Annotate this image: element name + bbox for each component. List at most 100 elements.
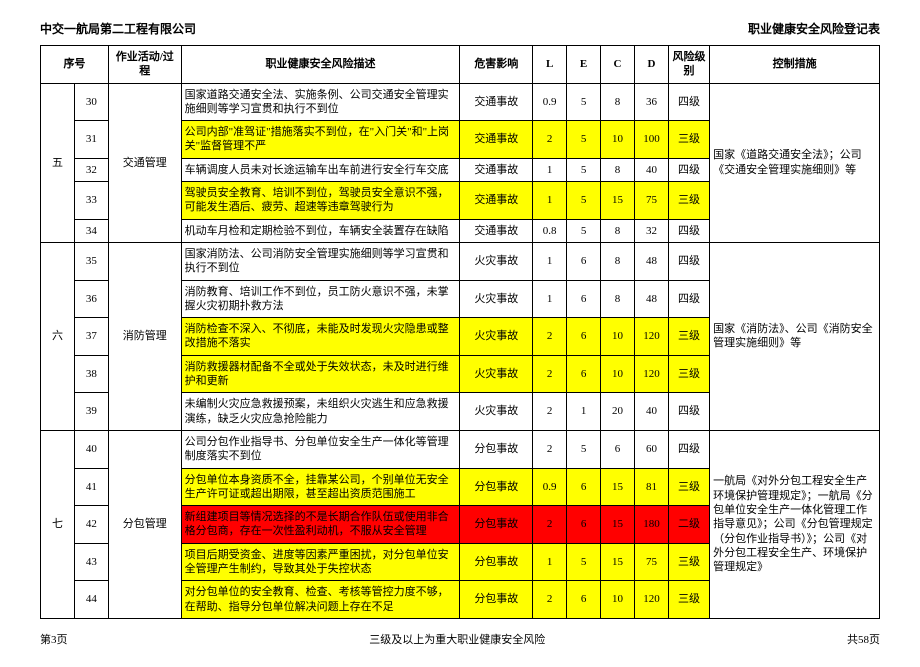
cell-impact: 分包事故 — [460, 506, 533, 544]
cell-E: 6 — [567, 242, 601, 280]
cell-D: 40 — [635, 158, 669, 181]
cell-C: 10 — [601, 581, 635, 619]
cell-D: 120 — [635, 581, 669, 619]
cell-desc: 公司分包作业指导书、分包单位安全生产一体化等管理制度落实不到位 — [181, 430, 460, 468]
risk-table: 序号 作业活动/过程 职业健康安全风险描述 危害影响 L E C D 风险级别 … — [40, 45, 880, 619]
cell-D: 40 — [635, 393, 669, 431]
cell-L: 2 — [533, 318, 567, 356]
footer-center: 三级及以上为重大职业健康安全风险 — [68, 631, 848, 647]
cell-desc: 未编制火灾应急救援预案，未组织火灾逃生和应急救援演练，缺乏火灾应急抢险能力 — [181, 393, 460, 431]
col-L: L — [533, 46, 567, 84]
cell-D: 36 — [635, 83, 669, 121]
group-seq: 五 — [41, 83, 75, 242]
cell-E: 6 — [567, 318, 601, 356]
row-num: 38 — [74, 355, 108, 393]
cell-impact: 火灾事故 — [460, 280, 533, 318]
cell-impact: 分包事故 — [460, 430, 533, 468]
cell-D: 120 — [635, 355, 669, 393]
footer-right: 共58页 — [847, 631, 880, 647]
cell-desc: 驾驶员安全教育、培训不到位，驾驶员安全意识不强，可能发生酒后、疲劳、超速等违章驾… — [181, 182, 460, 220]
row-num: 31 — [74, 121, 108, 159]
cell-L: 1 — [533, 182, 567, 220]
cell-C: 10 — [601, 121, 635, 159]
row-num: 36 — [74, 280, 108, 318]
cell-L: 1 — [533, 280, 567, 318]
cell-impact: 交通事故 — [460, 121, 533, 159]
cell-D: 48 — [635, 280, 669, 318]
cell-D: 60 — [635, 430, 669, 468]
cell-level: 四级 — [668, 83, 709, 121]
cell-level: 四级 — [668, 280, 709, 318]
cell-desc: 车辆调度人员未对长途运输车出车前进行安全行车交底 — [181, 158, 460, 181]
table-row: 七40分包管理公司分包作业指导书、分包单位安全生产一体化等管理制度落实不到位分包… — [41, 430, 880, 468]
activity: 消防管理 — [108, 242, 181, 430]
row-num: 39 — [74, 393, 108, 431]
cell-C: 15 — [601, 506, 635, 544]
cell-C: 6 — [601, 430, 635, 468]
header-right: 职业健康安全风险登记表 — [748, 20, 880, 37]
cell-impact: 交通事故 — [460, 158, 533, 181]
cell-level: 三级 — [668, 318, 709, 356]
col-E: E — [567, 46, 601, 84]
col-D: D — [635, 46, 669, 84]
cell-E: 6 — [567, 468, 601, 506]
cell-D: 75 — [635, 543, 669, 581]
cell-E: 1 — [567, 393, 601, 431]
cell-level: 四级 — [668, 430, 709, 468]
activity: 交通管理 — [108, 83, 181, 242]
row-num: 44 — [74, 581, 108, 619]
cell-L: 2 — [533, 581, 567, 619]
row-num: 43 — [74, 543, 108, 581]
cell-C: 15 — [601, 468, 635, 506]
cell-L: 0.8 — [533, 219, 567, 242]
cell-level: 二级 — [668, 506, 709, 544]
cell-D: 75 — [635, 182, 669, 220]
cell-L: 2 — [533, 430, 567, 468]
cell-C: 8 — [601, 219, 635, 242]
cell-level: 四级 — [668, 158, 709, 181]
cell-C: 8 — [601, 242, 635, 280]
cell-D: 180 — [635, 506, 669, 544]
header-row: 序号 作业活动/过程 职业健康安全风险描述 危害影响 L E C D 风险级别 … — [41, 46, 880, 84]
cell-L: 2 — [533, 393, 567, 431]
cell-desc: 消防救援器材配备不全或处于失效状态，未及时进行维护和更新 — [181, 355, 460, 393]
cell-D: 48 — [635, 242, 669, 280]
cell-E: 5 — [567, 430, 601, 468]
cell-level: 四级 — [668, 242, 709, 280]
cell-D: 100 — [635, 121, 669, 159]
cell-D: 32 — [635, 219, 669, 242]
cell-E: 6 — [567, 280, 601, 318]
cell-level: 三级 — [668, 543, 709, 581]
row-num: 30 — [74, 83, 108, 121]
cell-level: 三级 — [668, 182, 709, 220]
cell-D: 120 — [635, 318, 669, 356]
cell-impact: 分包事故 — [460, 468, 533, 506]
cell-level: 四级 — [668, 219, 709, 242]
group-seq: 六 — [41, 242, 75, 430]
group-seq: 七 — [41, 430, 75, 618]
cell-desc: 公司内部"准驾证"措施落实不到位，在"入门关"和"上岗关"监督管理不严 — [181, 121, 460, 159]
col-level: 风险级别 — [668, 46, 709, 84]
cell-impact: 火灾事故 — [460, 242, 533, 280]
cell-level: 三级 — [668, 468, 709, 506]
cell-desc: 新组建项目等情况选择的不是长期合作队伍或使用非合格分包商，存在一次性盈利动机，不… — [181, 506, 460, 544]
cell-desc: 消防检查不深入、不彻底，未能及时发现火灾隐患或整改措施不落实 — [181, 318, 460, 356]
cell-desc: 机动车月检和定期检验不到位，车辆安全装置存在缺陷 — [181, 219, 460, 242]
row-num: 33 — [74, 182, 108, 220]
cell-impact: 交通事故 — [460, 219, 533, 242]
cell-C: 15 — [601, 182, 635, 220]
row-num: 35 — [74, 242, 108, 280]
table-row: 五30交通管理国家道路交通安全法、实施条例、公司交通安全管理实施细则等学习宣贯和… — [41, 83, 880, 121]
table-row: 六35消防管理国家消防法、公司消防安全管理实施细则等学习宣贯和执行不到位火灾事故… — [41, 242, 880, 280]
cell-C: 8 — [601, 158, 635, 181]
control-measures: 一航局《对外分包工程安全生产环境保护管理规定》；一航局《分包单位安全生产一体化管… — [710, 430, 880, 618]
cell-impact: 交通事故 — [460, 182, 533, 220]
cell-level: 三级 — [668, 121, 709, 159]
cell-impact: 火灾事故 — [460, 393, 533, 431]
cell-desc: 国家道路交通安全法、实施条例、公司交通安全管理实施细则等学习宣贯和执行不到位 — [181, 83, 460, 121]
cell-desc: 国家消防法、公司消防安全管理实施细则等学习宣贯和执行不到位 — [181, 242, 460, 280]
header-left: 中交一航局第二工程有限公司 — [40, 20, 196, 37]
row-num: 37 — [74, 318, 108, 356]
cell-desc: 分包单位本身资质不全，挂靠某公司，个别单位无安全生产许可证或超出期限，甚至超出资… — [181, 468, 460, 506]
cell-impact: 交通事故 — [460, 83, 533, 121]
